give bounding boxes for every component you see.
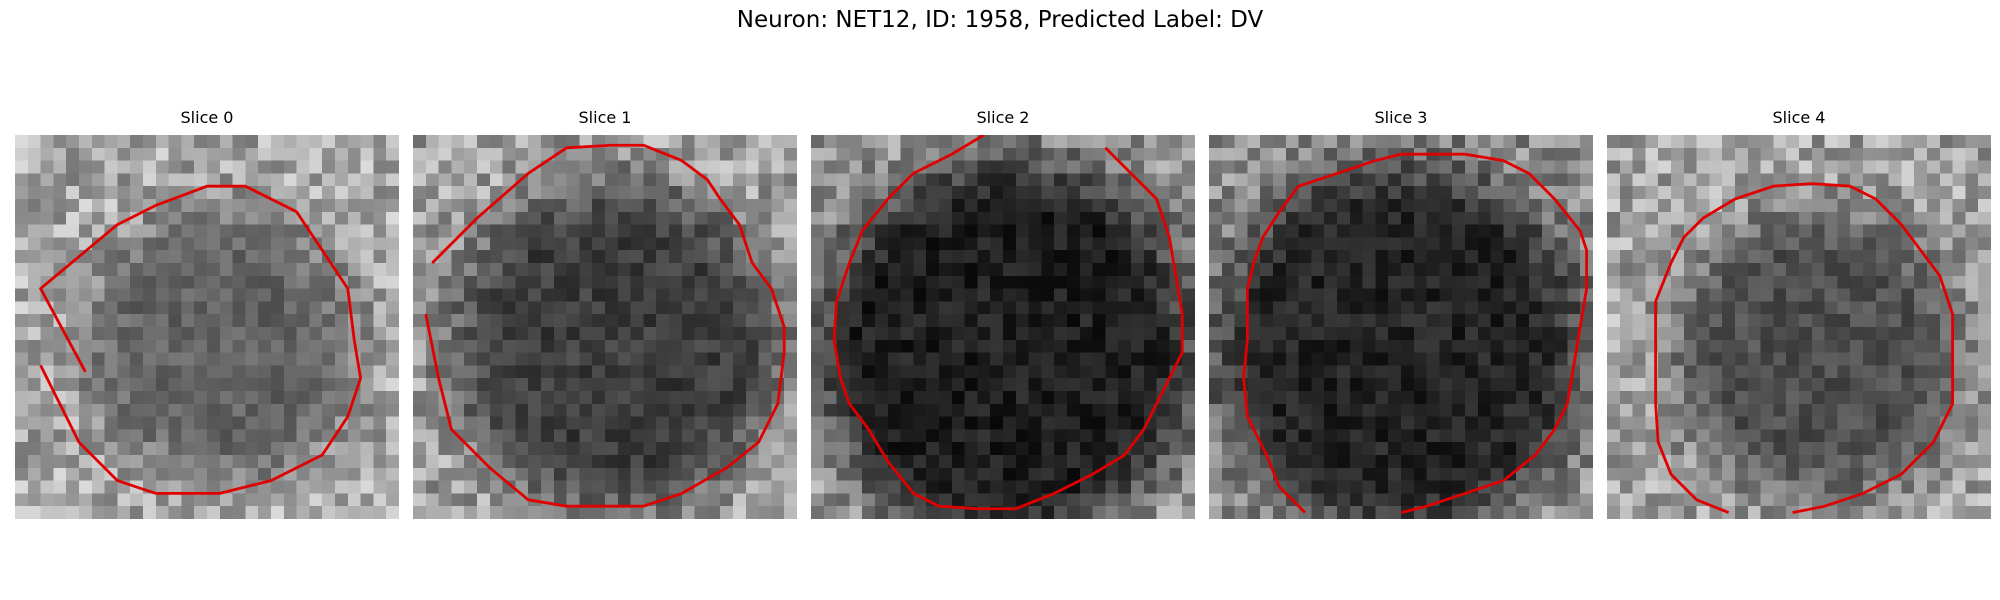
panel-title: Slice 0 — [180, 108, 234, 127]
slice-image — [1209, 135, 1593, 519]
contour-outline — [424, 143, 786, 508]
panel-title: Slice 4 — [1772, 108, 1826, 127]
slice-image — [15, 135, 399, 519]
slice-image — [413, 135, 797, 519]
panel-slice-2: Slice 2 — [811, 108, 1195, 528]
panel-slice-1: Slice 1 — [413, 108, 797, 528]
slice-image — [1607, 135, 1991, 519]
panel-title: Slice 2 — [976, 108, 1030, 127]
contour-outline — [39, 184, 363, 495]
figure-title: Neuron: NET12, ID: 1958, Predicted Label… — [736, 7, 1264, 33]
slice-image — [811, 135, 1195, 519]
contour-outline — [1242, 152, 1589, 514]
panel-title: Slice 3 — [1374, 108, 1428, 127]
panel-slice-3: Slice 3 — [1209, 108, 1593, 528]
contour-outline — [832, 135, 1184, 511]
panel-slice-4: Slice 4 — [1607, 108, 1991, 528]
panel-title: Slice 1 — [578, 108, 632, 127]
contour-outline — [1654, 182, 1955, 514]
panel-slice-0: Slice 0 — [15, 108, 399, 528]
